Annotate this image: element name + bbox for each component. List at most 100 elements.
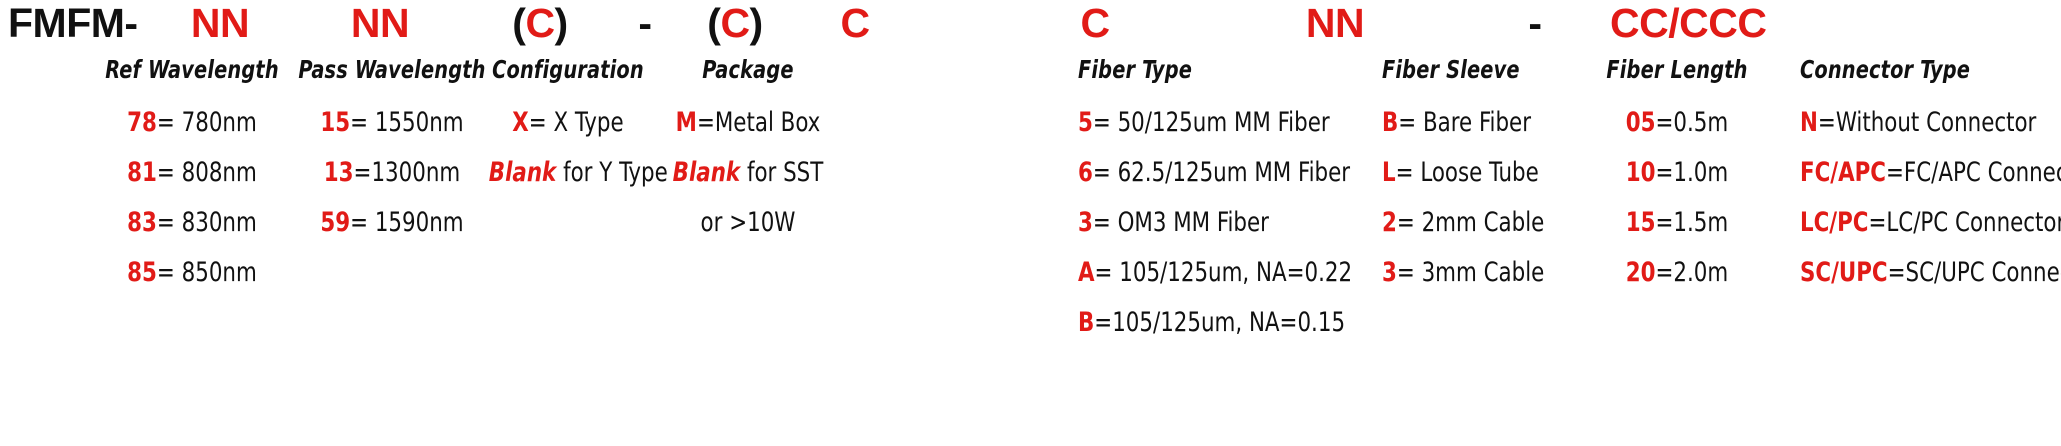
option-description: =: [350, 207, 375, 238]
option-value: or >10W: [700, 207, 796, 238]
option-code: 78: [127, 107, 157, 138]
column-label-fiber-length: Fiber Length: [1606, 55, 1748, 84]
part-number-prefix: FMFM-: [8, 0, 138, 46]
option-code: M: [675, 107, 697, 138]
option-code: N: [1800, 107, 1818, 138]
option-value: 50/125um MM Fiber: [1117, 107, 1330, 138]
option-row[interactable]: 05=0.5m: [1593, 98, 1760, 148]
option-description: [740, 157, 747, 188]
option-description: =: [1655, 257, 1674, 288]
option-code: LC/PC: [1800, 207, 1869, 238]
option-code: L: [1382, 157, 1396, 188]
option-description: =: [1885, 157, 1904, 188]
option-row[interactable]: B= Bare Fiber: [1382, 98, 1576, 148]
option-description: =: [350, 107, 375, 138]
option-row[interactable]: 59= 1590nm: [295, 198, 489, 248]
part-number-segment-configuration: (C): [470, 0, 610, 46]
option-code: 59: [320, 207, 351, 238]
option-code: A: [1078, 257, 1095, 288]
option-code: Blank: [672, 157, 741, 188]
option-row[interactable]: LC/PC=LC/PC Connector: [1800, 198, 2061, 248]
option-code: 85: [127, 257, 157, 288]
option-value: 1.5m: [1673, 207, 1729, 238]
option-row[interactable]: Blank for SST: [669, 148, 827, 198]
option-description: =: [156, 157, 182, 188]
option-code: 13: [323, 157, 354, 188]
option-row[interactable]: 81= 808nm: [95, 148, 289, 198]
option-code: B: [1078, 307, 1095, 338]
column-options-fiber-length: 05=0.5m 10=1.0m 15=1.5m 20=2.0m: [1582, 98, 1772, 298]
option-value: 105/125um, NA=0.22: [1119, 257, 1353, 288]
option-code: 81: [127, 157, 157, 188]
column-options-fiber-type: 5= 50/125um MM Fiber 6= 62.5/125um MM Fib…: [1078, 98, 1418, 348]
option-row[interactable]: or >10W: [669, 198, 827, 248]
option-value: for Y Type: [563, 157, 668, 188]
option-row[interactable]: 83= 830nm: [95, 198, 289, 248]
option-code: 5: [1078, 107, 1093, 138]
option-row[interactable]: 10=1.0m: [1593, 148, 1760, 198]
part-number-segment-ref-wavelength: NN: [190, 0, 250, 46]
paren-open: (: [707, 0, 721, 46]
option-description: =: [156, 107, 182, 138]
option-row[interactable]: 15= 1550nm: [295, 98, 489, 148]
option-code: X: [512, 107, 529, 138]
option-row[interactable]: 78= 780nm: [95, 98, 289, 148]
option-code: 83: [127, 207, 157, 238]
option-row[interactable]: 3= OM3 MM Fiber: [1078, 198, 1377, 248]
option-value: 0.5m: [1673, 107, 1729, 138]
option-row[interactable]: Blank for Y Type: [488, 148, 668, 198]
option-value: 808nm: [181, 157, 257, 188]
option-row[interactable]: 13=1300nm: [295, 148, 489, 198]
option-row[interactable]: 15=1.5m: [1593, 198, 1760, 248]
option-value: 780nm: [181, 107, 257, 138]
option-value: 830nm: [181, 207, 257, 238]
option-description: =: [1887, 257, 1906, 288]
part-number-segment-connector-type: CC/CCC: [1610, 0, 1767, 46]
option-description: =: [353, 157, 372, 188]
option-code: 10: [1625, 157, 1656, 188]
option-code: 6: [1078, 157, 1093, 188]
option-row[interactable]: N=Without Connector: [1800, 98, 2046, 148]
column-label-fiber-type: Fiber Type: [1078, 55, 1193, 84]
option-description: =: [1094, 307, 1113, 338]
option-row[interactable]: 20=2.0m: [1593, 248, 1760, 298]
column-options-pass-wavelength: 15= 1550nm 13=1300nm 59= 1590nm: [282, 98, 502, 248]
option-row[interactable]: FC/APC=FC/APC Connector: [1800, 148, 2061, 198]
column-label-package: Package: [702, 55, 794, 84]
option-code: 15: [320, 107, 351, 138]
option-code: 3: [1078, 207, 1093, 238]
option-row[interactable]: A= 105/125um, NA=0.22: [1078, 248, 1377, 298]
column-label-fiber-sleeve: Fiber Sleeve: [1382, 55, 1520, 84]
option-description: =: [156, 207, 182, 238]
option-row[interactable]: 85= 850nm: [95, 248, 289, 298]
part-number-segment-separator-1: -: [638, 0, 652, 46]
option-description: =: [1396, 257, 1422, 288]
option-code: Blank: [488, 157, 557, 188]
part-number-segment-fiber-type: C: [840, 0, 870, 46]
option-row[interactable]: L= Loose Tube: [1382, 148, 1576, 198]
option-description: =: [696, 107, 715, 138]
option-row[interactable]: SC/UPC=SC/UPC Connector: [1800, 248, 2061, 298]
option-value: LC/PC Connector: [1886, 207, 2061, 238]
part-number-segment-fiber-length: NN: [1305, 0, 1365, 46]
option-value: FC/APC Connector: [1903, 157, 2061, 188]
option-row[interactable]: 5= 50/125um MM Fiber: [1078, 98, 1377, 148]
option-description: =: [1092, 157, 1118, 188]
option-code: 2: [1382, 207, 1397, 238]
segment-code: C: [720, 0, 750, 46]
part-number-segment-package: (C): [665, 0, 805, 46]
option-row[interactable]: B=105/125um, NA=0.15: [1078, 298, 1377, 348]
option-value: Without Connector: [1835, 107, 2037, 138]
part-number-header: FMFM- NN NN (C) - (C) C C NN - CC/CCC: [0, 0, 2061, 48]
option-row[interactable]: 2= 2mm Cable: [1382, 198, 1576, 248]
option-code: 15: [1625, 207, 1656, 238]
option-row[interactable]: M=Metal Box: [669, 98, 827, 148]
option-row[interactable]: 6= 62.5/125um MM Fiber: [1078, 148, 1377, 198]
option-description: =: [1092, 207, 1118, 238]
option-row[interactable]: 3= 3mm Cable: [1382, 248, 1576, 298]
option-description: =: [1398, 107, 1424, 138]
option-row[interactable]: X= X Type: [489, 98, 647, 148]
option-value: 3mm Cable: [1421, 257, 1545, 288]
option-value: 1550nm: [374, 107, 464, 138]
